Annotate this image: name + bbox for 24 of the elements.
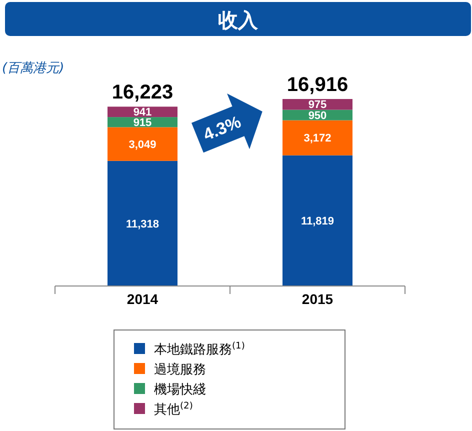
legend-label: 機場快綫	[154, 382, 206, 398]
legend-label: 其他$^{(2)}$	[154, 402, 193, 418]
data-label: 950	[308, 110, 327, 122]
chart-title: 收入	[218, 8, 259, 32]
y-axis-title: (百萬港元)	[2, 61, 64, 76]
bar	[108, 160, 178, 286]
x-tick-label: 2015	[302, 291, 334, 307]
data-label: 3,172	[304, 132, 332, 145]
data-label: 975	[308, 99, 327, 112]
bar	[108, 127, 178, 161]
legend-label: 過境服務	[154, 362, 206, 378]
data-label: 11,819	[300, 216, 334, 228]
x-tick-label: 2014	[126, 291, 158, 307]
data-label: 11,318	[126, 218, 160, 230]
bar	[282, 120, 352, 156]
bar	[282, 155, 352, 286]
data-label: 3,049	[128, 138, 156, 151]
total-label: 16,916	[286, 74, 348, 96]
data-label: 941	[133, 106, 152, 119]
bar	[282, 99, 352, 110]
annotation: 4.3%	[200, 112, 244, 144]
total-label: 16,223	[112, 82, 174, 104]
legend-label: 本地鐵路服務$^{(1)}$	[154, 342, 245, 358]
data-label: 915	[133, 116, 152, 129]
